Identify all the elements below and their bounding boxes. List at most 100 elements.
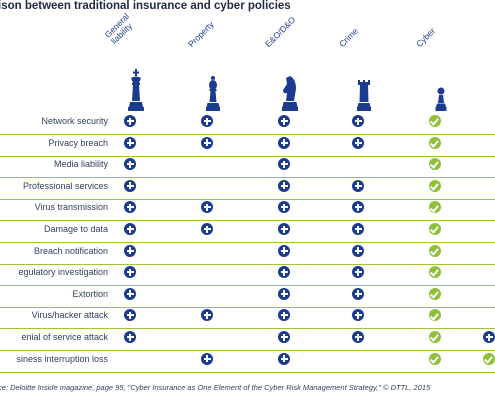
table-cell: [429, 179, 442, 193]
table-cell: [201, 115, 214, 128]
table-cell: [201, 223, 214, 236]
plus-circle-icon: [201, 136, 213, 149]
plus-circle-icon: [124, 158, 136, 171]
table-cell: [278, 331, 291, 344]
plus-circle-icon: [278, 244, 290, 257]
table-row: Network security: [0, 112, 495, 135]
column-label: Crime: [336, 25, 361, 49]
plus-circle-icon: [278, 331, 290, 343]
table-cell: [352, 136, 365, 150]
table-cell: [124, 223, 137, 236]
table-cell: [124, 115, 137, 128]
column-header: E&O/D&O: [260, 6, 320, 116]
table-cell: [429, 309, 442, 322]
plus-circle-icon: [278, 115, 290, 127]
plus-circle-icon: [352, 201, 364, 214]
plus-circle-icon: [352, 179, 364, 192]
table-cell: [278, 309, 291, 322]
table-row: enial of service attack: [0, 328, 495, 351]
plus-circle-icon: [352, 266, 364, 279]
table-row: siness interruption loss: [0, 350, 495, 373]
check-circle-icon: [429, 266, 441, 279]
table-cell: [352, 179, 365, 193]
plus-circle-icon: [483, 331, 495, 343]
plus-circle-icon: [278, 201, 290, 214]
check-circle-icon: [429, 201, 441, 214]
table-cell: [429, 352, 442, 366]
plus-circle-icon: [124, 201, 136, 214]
king-icon: [127, 69, 145, 116]
table-row: Virus transmission: [0, 198, 495, 222]
table-row: Media liability: [0, 155, 495, 179]
table-cell: [352, 201, 365, 214]
table-cell: [278, 223, 291, 236]
table-cell: [483, 352, 495, 366]
row-label: Network security: [41, 116, 108, 126]
table-cell: [352, 309, 365, 322]
table-cell: [124, 287, 137, 301]
column-label: Property: [185, 19, 216, 49]
table-cell: [429, 115, 442, 128]
row-label: Professional services: [22, 180, 108, 191]
table-row: Damage to data: [0, 220, 495, 243]
table-cell: [429, 223, 442, 236]
table-cell: [429, 331, 442, 344]
plus-circle-icon: [352, 136, 364, 149]
table-cell: [124, 331, 137, 344]
plus-circle-icon: [278, 266, 290, 279]
column-label-line: Crime: [336, 25, 361, 49]
table-row: Professional services: [0, 177, 495, 200]
column-label: General liability: [103, 11, 137, 46]
check-circle-icon: [429, 115, 441, 127]
check-circle-icon: [429, 244, 441, 257]
plus-circle-icon: [278, 309, 290, 322]
check-circle-icon: [429, 179, 441, 192]
column-label: E&O/D&O: [262, 14, 298, 49]
plus-circle-icon: [124, 136, 136, 149]
check-circle-icon: [429, 136, 441, 149]
plus-circle-icon: [124, 309, 136, 322]
column-header: Crime: [334, 6, 394, 116]
check-circle-icon: [429, 158, 441, 171]
row-label: Extortion: [72, 288, 108, 299]
check-circle-icon: [429, 309, 441, 322]
table-cell: [429, 136, 442, 150]
row-label: Media liability: [53, 159, 108, 170]
table-row: Virus/hacker attack: [0, 306, 495, 330]
column-label-line: Cyber: [413, 25, 438, 49]
check-circle-icon: [429, 331, 441, 343]
plus-circle-icon: [278, 179, 290, 192]
plus-circle-icon: [278, 352, 290, 365]
plus-circle-icon: [124, 115, 136, 127]
table-cell: [201, 136, 214, 150]
source-note: ce: Deloitte Inside magazine, page 95, "…: [0, 383, 431, 392]
check-circle-icon: [483, 352, 495, 365]
check-circle-icon: [429, 352, 441, 365]
table-cell: [429, 158, 442, 171]
plus-circle-icon: [352, 309, 364, 322]
table-cell: [352, 266, 365, 279]
table-cell: [352, 223, 365, 236]
plus-circle-icon: [352, 287, 364, 300]
pawn-icon: [435, 87, 447, 116]
column-label-line: Property: [185, 19, 216, 49]
table-row: Privacy breach: [0, 134, 495, 157]
table-cell: [429, 266, 442, 279]
plus-circle-icon: [124, 287, 136, 300]
plus-circle-icon: [278, 287, 290, 300]
plus-circle-icon: [352, 244, 364, 257]
table-cell: [429, 244, 442, 258]
table-cell: [201, 352, 214, 366]
column-label-line: E&O/D&O: [262, 14, 298, 49]
table-cell: [124, 201, 137, 214]
row-label: Damage to data: [43, 224, 108, 234]
plus-circle-icon: [124, 266, 136, 279]
check-circle-icon: [429, 287, 441, 300]
row-label: Virus/hacker attack: [31, 310, 108, 321]
plus-circle-icon: [201, 352, 213, 365]
table-cell: [352, 115, 365, 128]
row-label: Breach notification: [33, 245, 108, 256]
column-header: Property: [183, 6, 243, 116]
row-label: Privacy breach: [48, 137, 108, 148]
table-cell: [278, 136, 291, 150]
